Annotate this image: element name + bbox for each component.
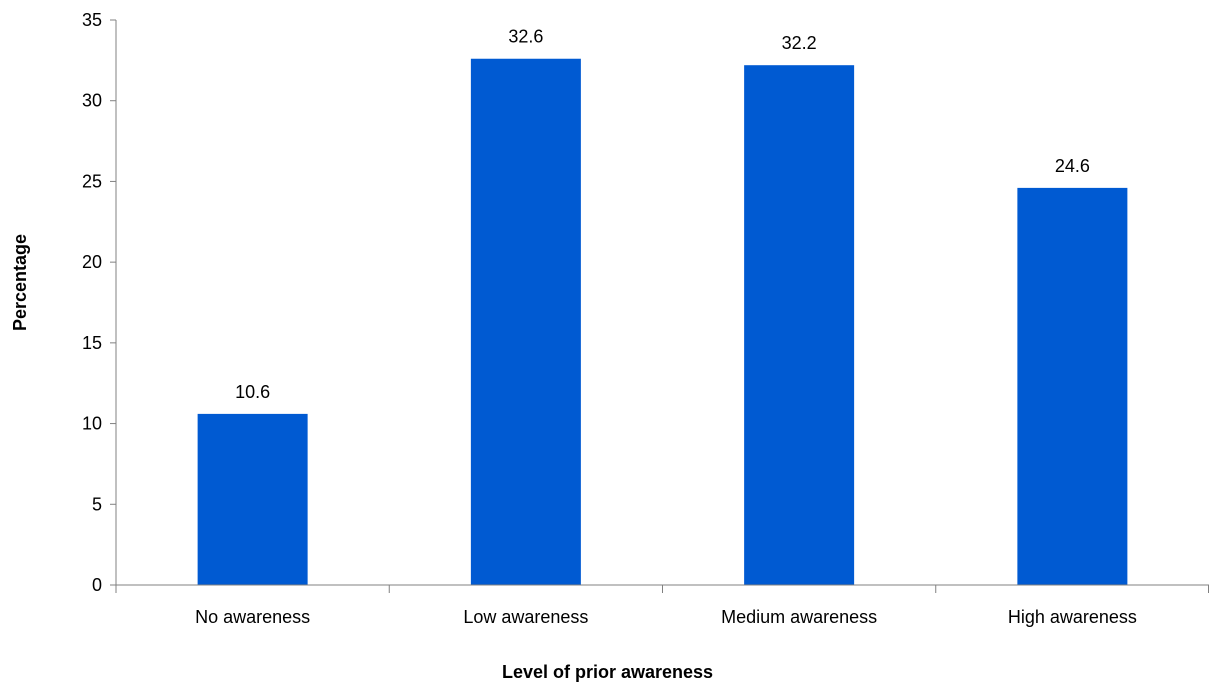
x-category-label: High awareness [1008, 607, 1137, 627]
bar-value-labels: 10.6 32.6 32.2 24.6 [235, 27, 1090, 402]
y-tick-label: 0 [92, 575, 102, 595]
bar [744, 65, 855, 585]
bars [197, 58, 1128, 585]
y-axis-ticks: 0 5 10 15 20 25 30 35 [82, 10, 116, 595]
y-tick-label: 20 [82, 252, 102, 272]
bar [197, 413, 308, 585]
x-axis-title: Level of prior awareness [502, 662, 713, 682]
bar [1017, 187, 1128, 585]
bar-value-label: 10.6 [235, 382, 270, 402]
x-axis-ticks: No awareness Low awareness Medium awarenes… [115, 585, 1209, 627]
bar-value-label: 32.6 [508, 27, 543, 47]
bar-value-label: 32.2 [782, 33, 817, 53]
y-tick-label: 30 [82, 91, 102, 111]
x-category-label: No awareness [195, 607, 310, 627]
x-category-label: Low awareness [463, 607, 588, 627]
y-tick-label: 15 [82, 333, 102, 353]
bar-value-label: 24.6 [1055, 156, 1090, 176]
y-tick-label: 35 [82, 10, 102, 30]
y-axis-title: Percentage [10, 234, 30, 331]
y-tick-label: 5 [92, 494, 102, 514]
bar [470, 58, 581, 585]
y-tick-label: 10 [82, 414, 102, 434]
x-category-label: Medium awareness [721, 607, 877, 627]
y-tick-label: 25 [82, 171, 102, 191]
